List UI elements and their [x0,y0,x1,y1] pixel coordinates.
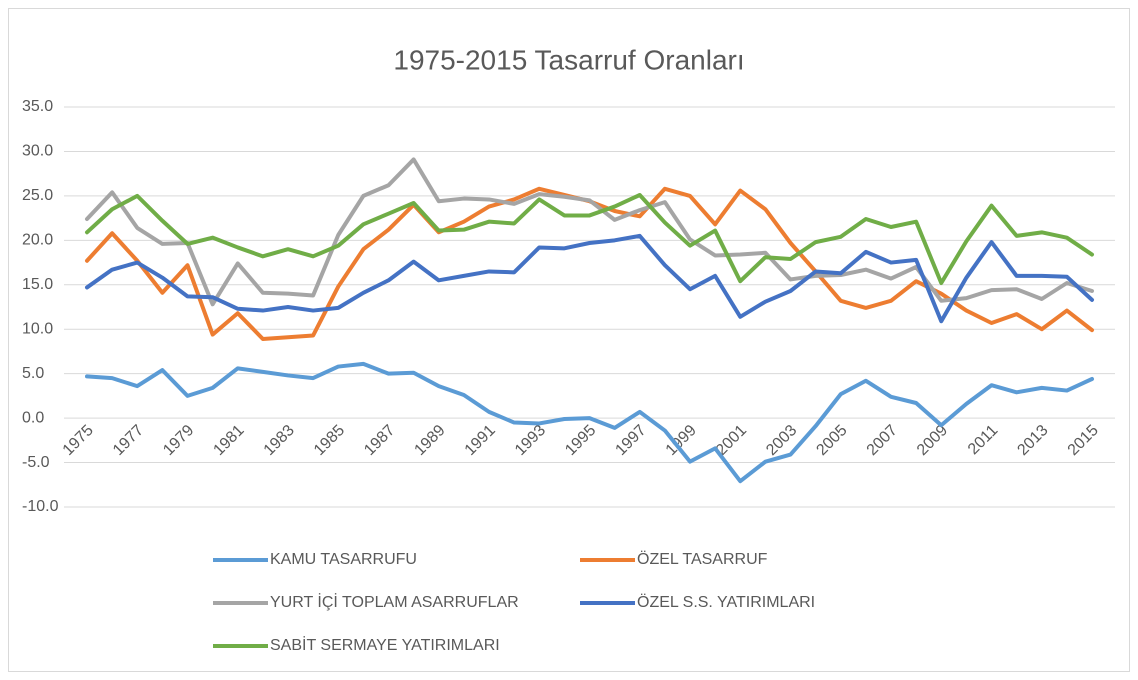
y-tick-label: 0.0 [22,409,44,426]
y-tick-label: 20.0 [22,232,53,249]
y-tick-label: 10.0 [22,320,53,337]
y-tick-label: 25.0 [22,187,53,204]
y-tick-label: -5.0 [22,454,50,471]
legend-label: ÖZEL S.S. YATIRIMLARI [637,593,815,611]
legend-label: SABİT SERMAYE YATIRIMLARI [270,635,500,654]
series-line [85,233,1094,324]
y-tick-label: 30.0 [22,143,53,160]
series-line [85,193,1094,285]
series-line [85,361,1094,484]
y-tick-label: 35.0 [22,98,53,115]
legend-label: YURT İÇİ TOPLAM ASARRUFLAR [270,592,519,611]
chart-border [8,8,1130,672]
y-tick-label: -10.0 [22,498,59,515]
chart-title: 1975-2015 Tasarruf Oranları [393,44,744,75]
y-tick-label: 5.0 [22,365,44,382]
legend-label: KAMU TASARRUFU [270,551,417,568]
y-tick-label: 15.0 [22,276,53,293]
legend-label: ÖZEL TASARRUF [637,550,768,568]
